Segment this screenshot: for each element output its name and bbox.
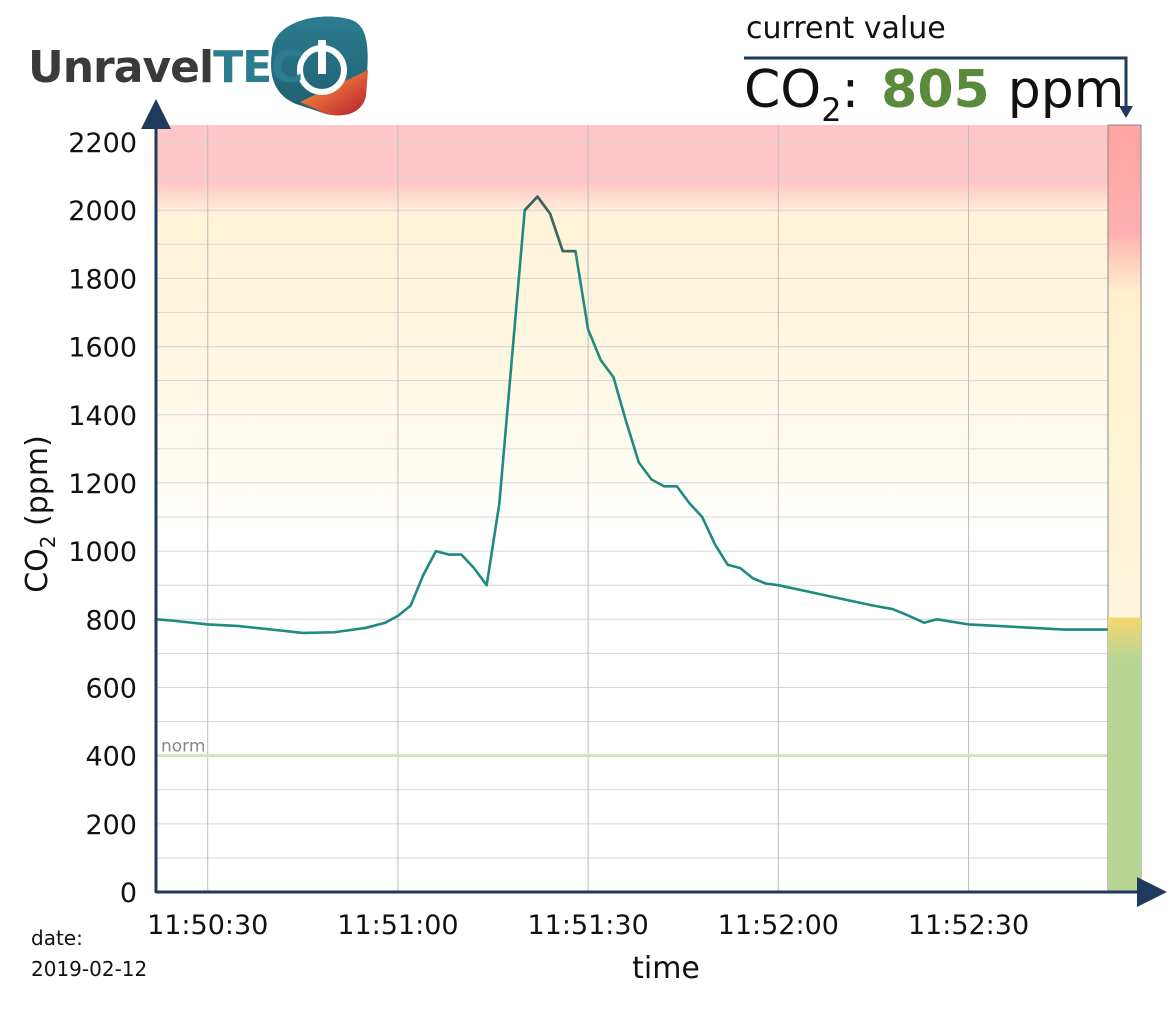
- series-line: [156, 195, 1108, 635]
- y-tick-label: 800: [85, 605, 137, 636]
- brand-logo-icon: [271, 16, 368, 116]
- x-tick-label: 11:51:30: [527, 910, 648, 941]
- co2-series-line: [156, 195, 1108, 635]
- y-tick-label: 600: [85, 673, 137, 704]
- y-tick-label: 2200: [68, 128, 137, 159]
- y-tick-label: 200: [85, 810, 137, 841]
- current-value-pointer: [744, 56, 1128, 108]
- y-tick-label: 1400: [68, 401, 137, 432]
- current-value-label: current value: [746, 11, 946, 46]
- y-tick-label: 1600: [68, 333, 137, 364]
- x-tick-label: 11:51:00: [337, 910, 458, 941]
- x-tick-label: 11:52:00: [718, 910, 839, 941]
- co2-series-peak: [523, 195, 576, 253]
- x-tick-label: 11:50:30: [147, 910, 268, 941]
- y-tick-label: 2000: [68, 196, 137, 227]
- level-bar-fill: [1108, 617, 1141, 892]
- y-tick-labels: 0 200 400 600 800 1000 1200 1400 1600 1800 2000 220…: [68, 128, 137, 909]
- y-tick-label: 1200: [68, 469, 137, 500]
- x-tick-label: 11:52:30: [908, 910, 1029, 941]
- x-axis-title: time: [632, 951, 700, 986]
- grid: [157, 125, 1108, 892]
- zone-background: [157, 125, 1108, 537]
- current-separator: :: [841, 60, 860, 120]
- current-value: 805: [881, 60, 990, 120]
- current-unit: ppm: [1007, 60, 1125, 120]
- brand-wordmark: UnravelTEC: [28, 42, 303, 93]
- pointer-arrow-icon: [1119, 106, 1133, 118]
- x-tick-labels: 11:50:30 11:51:00 11:51:30 11:52:00 11:52:30: [147, 910, 1029, 941]
- y-axis-title: CO2 (ppm): [20, 435, 60, 593]
- y-tick-label: 400: [85, 742, 137, 773]
- current-value-readout: CO2: 805 ppm: [744, 64, 1124, 126]
- date-value: 2019-02-12: [31, 957, 148, 981]
- norm-label: norm: [161, 737, 205, 757]
- y-tick-label: 1000: [68, 537, 137, 568]
- current-quantity-sub: 2: [821, 91, 842, 129]
- current-quantity: CO: [744, 60, 822, 120]
- y-tick-label: 1800: [68, 264, 137, 295]
- date-label: date:: [31, 926, 83, 950]
- y-tick-label: 0: [120, 878, 137, 909]
